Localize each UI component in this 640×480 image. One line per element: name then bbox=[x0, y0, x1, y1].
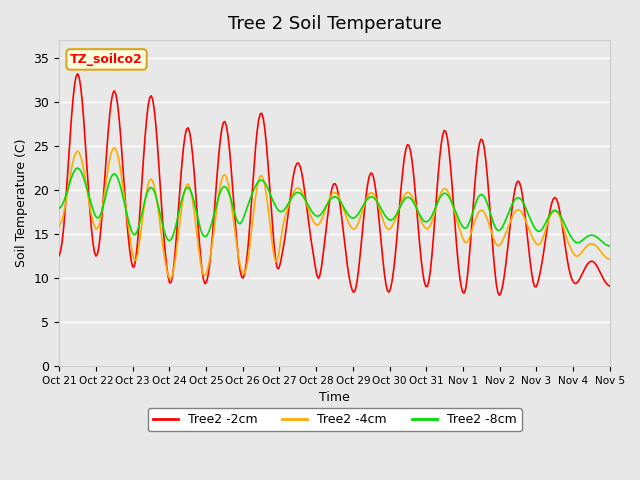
Y-axis label: Soil Temperature (C): Soil Temperature (C) bbox=[15, 139, 28, 267]
Legend: Tree2 -2cm, Tree2 -4cm, Tree2 -8cm: Tree2 -2cm, Tree2 -4cm, Tree2 -8cm bbox=[148, 408, 522, 432]
Text: TZ_soilco2: TZ_soilco2 bbox=[70, 53, 143, 66]
X-axis label: Time: Time bbox=[319, 391, 350, 404]
Title: Tree 2 Soil Temperature: Tree 2 Soil Temperature bbox=[228, 15, 442, 33]
